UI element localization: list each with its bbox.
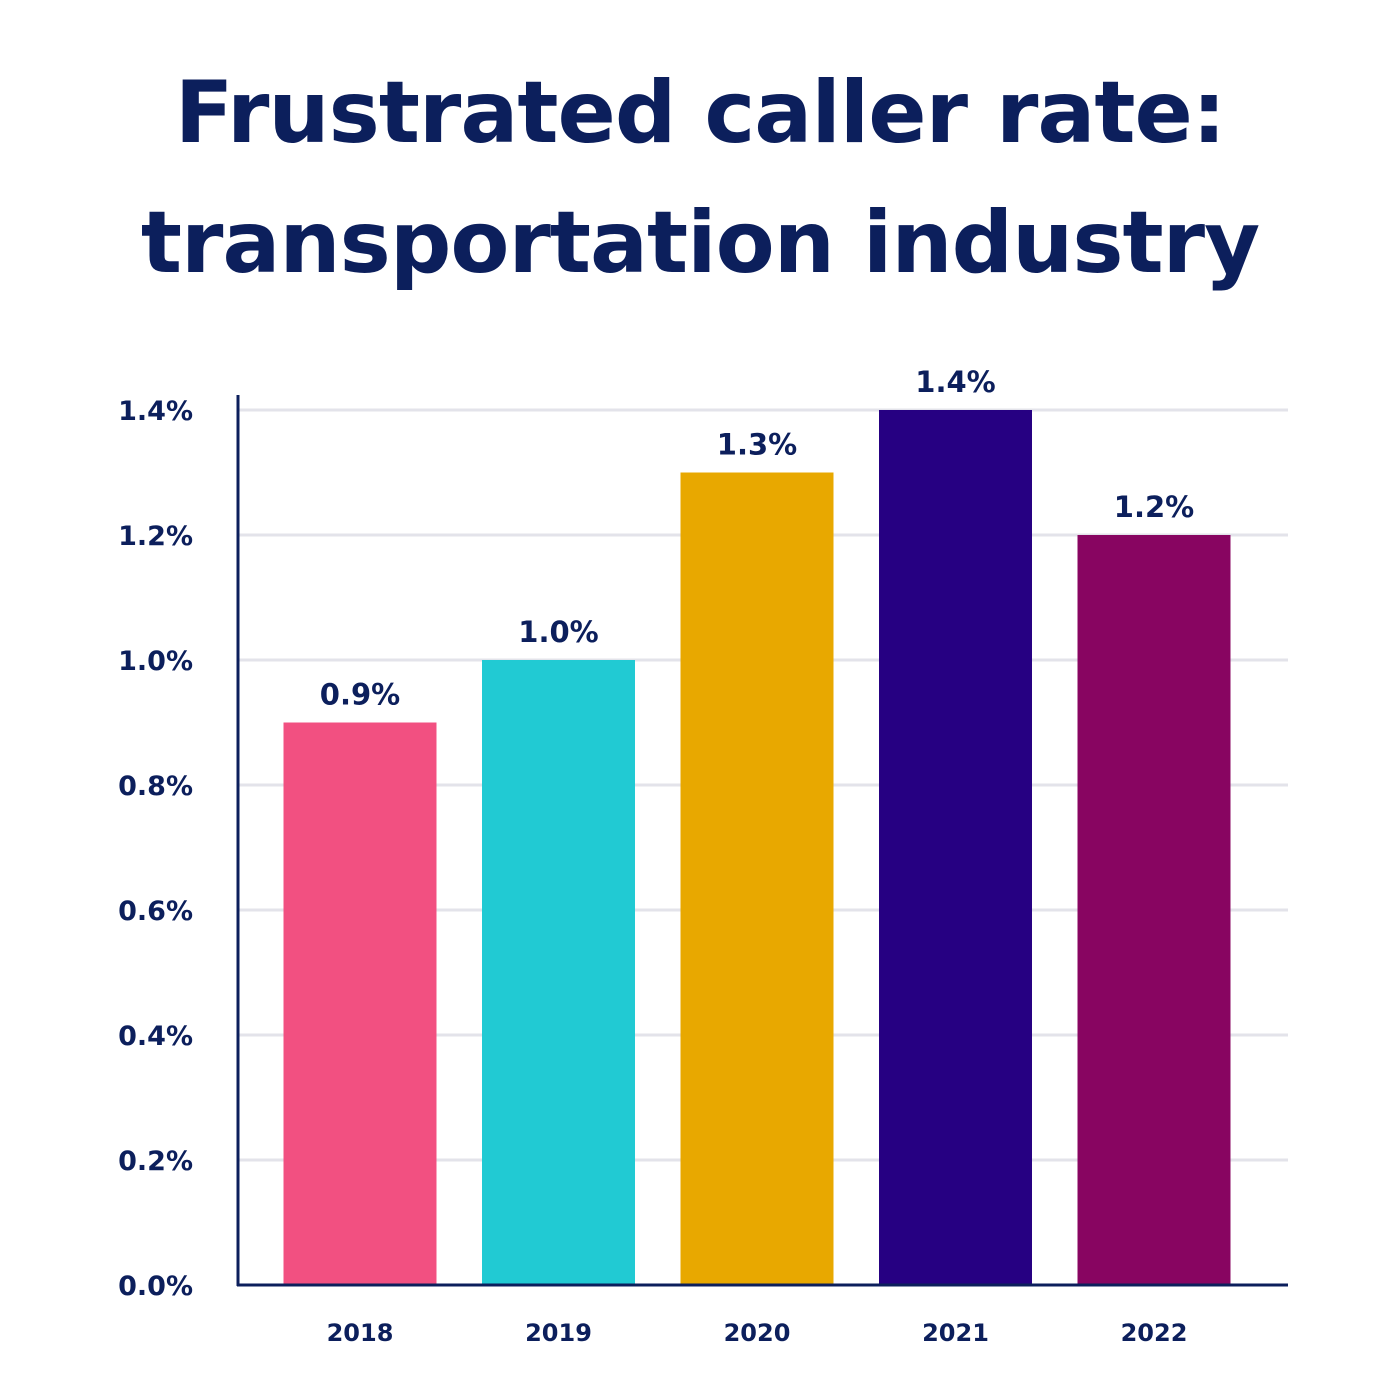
axes [236, 395, 1288, 1287]
y-tick-label: 0.2% [118, 1146, 193, 1177]
bar-2021 [879, 410, 1032, 1285]
bar-2020 [680, 472, 834, 1285]
x-tick-label: 2020 [724, 1319, 791, 1347]
data-label: 1.3% [717, 428, 797, 462]
x-tick-label: 2021 [922, 1319, 989, 1347]
bars [283, 410, 1231, 1285]
data-label: 1.0% [518, 615, 598, 649]
bar-2018 [283, 722, 437, 1285]
chart-title-line-1: Frustrated caller rate: [174, 63, 1227, 163]
y-tick-label: 1.4% [118, 396, 193, 427]
data-label: 0.9% [320, 678, 400, 712]
data-label: 1.4% [915, 365, 995, 399]
bar-2022 [1077, 535, 1231, 1285]
labels: 0.0% 0.2% 0.4% 0.6% 0.8% 1.0% 1.2% 1.4% 0.9% 2018… [118, 365, 1194, 1347]
chart-title-line-2: transportation industry [140, 193, 1260, 293]
x-tick-label: 2019 [525, 1319, 592, 1347]
y-tick-label: 1.0% [118, 646, 193, 677]
x-tick-label: 2022 [1121, 1319, 1188, 1347]
y-tick-label: 0.6% [118, 896, 193, 927]
x-tick-label: 2018 [327, 1319, 394, 1347]
y-tick-label: 0.4% [118, 1021, 193, 1052]
y-tick-label: 0.8% [118, 771, 193, 802]
bar-2019 [482, 660, 635, 1285]
y-tick-label: 0.0% [118, 1271, 193, 1302]
y-tick-label: 1.2% [118, 521, 193, 552]
data-label: 1.2% [1114, 490, 1194, 524]
chart-title: Frustrated caller rate: transportation i… [0, 48, 1400, 308]
